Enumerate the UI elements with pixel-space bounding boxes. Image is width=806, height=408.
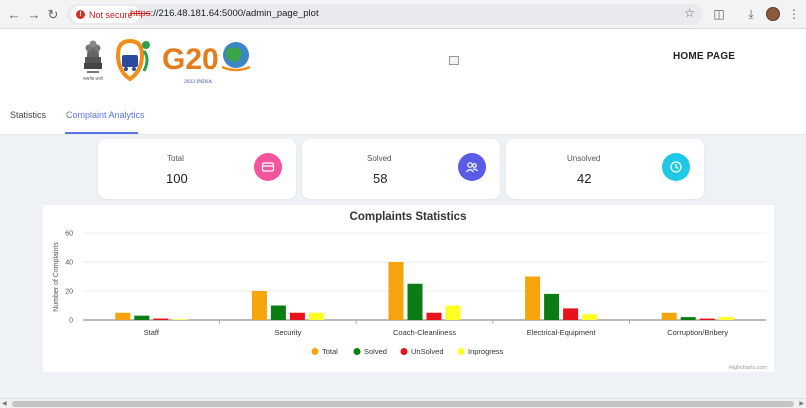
security-label: Not secure [89, 9, 133, 20]
card-value-unsolved: 42 [577, 171, 592, 186]
y-tick-label: 60 [65, 231, 73, 238]
emblem-caption: सत्यमेव जयते [83, 76, 103, 81]
tab-complaint-analytics[interactable]: Complaint Analytics [66, 110, 145, 120]
reload-icon[interactable]: ↻ [47, 7, 59, 22]
card-value-solved: 58 [373, 171, 388, 186]
bar [388, 262, 404, 320]
browser-toolbar: ← → ↻ ! Not secure https://216.48.181.64… [0, 0, 806, 29]
forward-arrow-icon[interactable]: → [27, 7, 41, 22]
extensions-icon[interactable]: ◫ [713, 7, 725, 21]
bar [172, 319, 188, 320]
scrollbar-thumb[interactable] [12, 401, 794, 407]
x-tick-label: Security [274, 328, 301, 337]
g20-subtext: 2023 INDIA [184, 79, 212, 85]
stat-card-unsolved: Unsolved 42 [506, 139, 704, 199]
bar [445, 305, 461, 320]
back-arrow-icon[interactable]: ← [7, 7, 21, 22]
security-chip[interactable]: ! Not secure [71, 6, 140, 23]
users-icon [458, 153, 486, 181]
g20-logo: G20 2023 INDIA [115, 38, 251, 85]
x-tick-label: Corruption/Bribery [667, 328, 728, 337]
bookmark-star-icon[interactable]: ☆ [684, 6, 695, 20]
legend-label: Inprogress [468, 347, 504, 356]
bar [544, 293, 560, 320]
bar [563, 308, 579, 320]
profile-avatar[interactable] [766, 7, 780, 21]
y-tick-label: 20 [65, 289, 73, 296]
card-label-solved: Solved [367, 154, 392, 163]
scroll-right-icon[interactable]: ▶ [799, 401, 804, 407]
url-rest: ://216.48.181.64:5000/admin_page_plot [150, 8, 319, 19]
legend-label: Total [322, 347, 338, 356]
x-tick-label: Coach-Cleanliness [393, 328, 456, 337]
bar [718, 317, 734, 320]
y-tick-label: 40 [65, 260, 73, 267]
legend-label: Solved [364, 347, 387, 356]
card-label-total: Total [167, 154, 184, 163]
tab-statistics[interactable]: Statistics [10, 110, 47, 120]
bar [525, 276, 541, 320]
broken-image-icon [449, 56, 459, 65]
national-emblem-icon: सत्यमेव जयते [83, 40, 104, 81]
bar [289, 312, 305, 320]
horizontal-scrollbar[interactable]: ◀ ▶ [0, 398, 806, 408]
active-tab-indicator [65, 132, 138, 134]
address-bar[interactable]: ! Not secure https://216.48.181.64:5000/… [67, 4, 703, 25]
bar [426, 312, 442, 320]
site-header: सत्यमेव जयते G20 2023 INDIA HOME PAGE [0, 29, 806, 92]
bar [661, 312, 677, 320]
stat-card-total: Total 100 [98, 139, 296, 199]
tabs-bar: Statistics Complaint Analytics [0, 92, 806, 135]
card-icon [254, 153, 282, 181]
more-menu-icon[interactable]: ⋮ [788, 7, 800, 21]
url-protocol: https [130, 8, 151, 19]
bar [115, 312, 131, 320]
g20-wordmark: G20 [162, 43, 219, 76]
bar [134, 315, 150, 320]
legend-marker [400, 348, 408, 355]
legend-label: UnSolved [411, 347, 444, 356]
chart-title: Complaints Statistics [350, 211, 467, 223]
y-tick-label: 0 [69, 318, 73, 325]
home-page-link[interactable]: HOME PAGE [673, 51, 736, 62]
legend-marker [457, 348, 465, 355]
complaints-chart: Complaints Statistics Number of Complain… [43, 205, 774, 372]
bar [308, 312, 324, 320]
legend-item[interactable]: UnSolved [400, 347, 444, 356]
legend-item[interactable]: Inprogress [457, 347, 504, 356]
bar [680, 317, 696, 320]
y-axis-label: Number of Complaints [53, 242, 60, 312]
scroll-left-icon[interactable]: ◀ [2, 401, 7, 407]
card-label-unsolved: Unsolved [567, 154, 601, 163]
legend-item[interactable]: Solved [353, 347, 387, 356]
legend-marker [353, 348, 361, 355]
legend-marker [311, 348, 319, 355]
chart-credit: Highcharts.com [729, 365, 768, 371]
x-tick-label: Electrical-Equipment [527, 328, 597, 337]
warning-icon: ! [76, 10, 85, 19]
url-text[interactable]: https://216.48.181.64:5000/admin_page_pl… [130, 8, 319, 19]
chart-svg: Complaints Statistics Number of Complain… [53, 211, 768, 371]
bar [251, 291, 267, 320]
bar [699, 318, 715, 320]
legend-item[interactable]: Total [311, 347, 339, 356]
bar [153, 318, 169, 320]
bar [270, 305, 286, 320]
bar [407, 283, 423, 320]
bar [582, 314, 598, 320]
stat-card-solved: Solved 58 [302, 139, 500, 199]
x-tick-label: Staff [144, 328, 160, 337]
card-value-total: 100 [166, 171, 188, 186]
clock-icon [662, 153, 690, 181]
download-icon[interactable]: ⤓ [748, 7, 754, 21]
